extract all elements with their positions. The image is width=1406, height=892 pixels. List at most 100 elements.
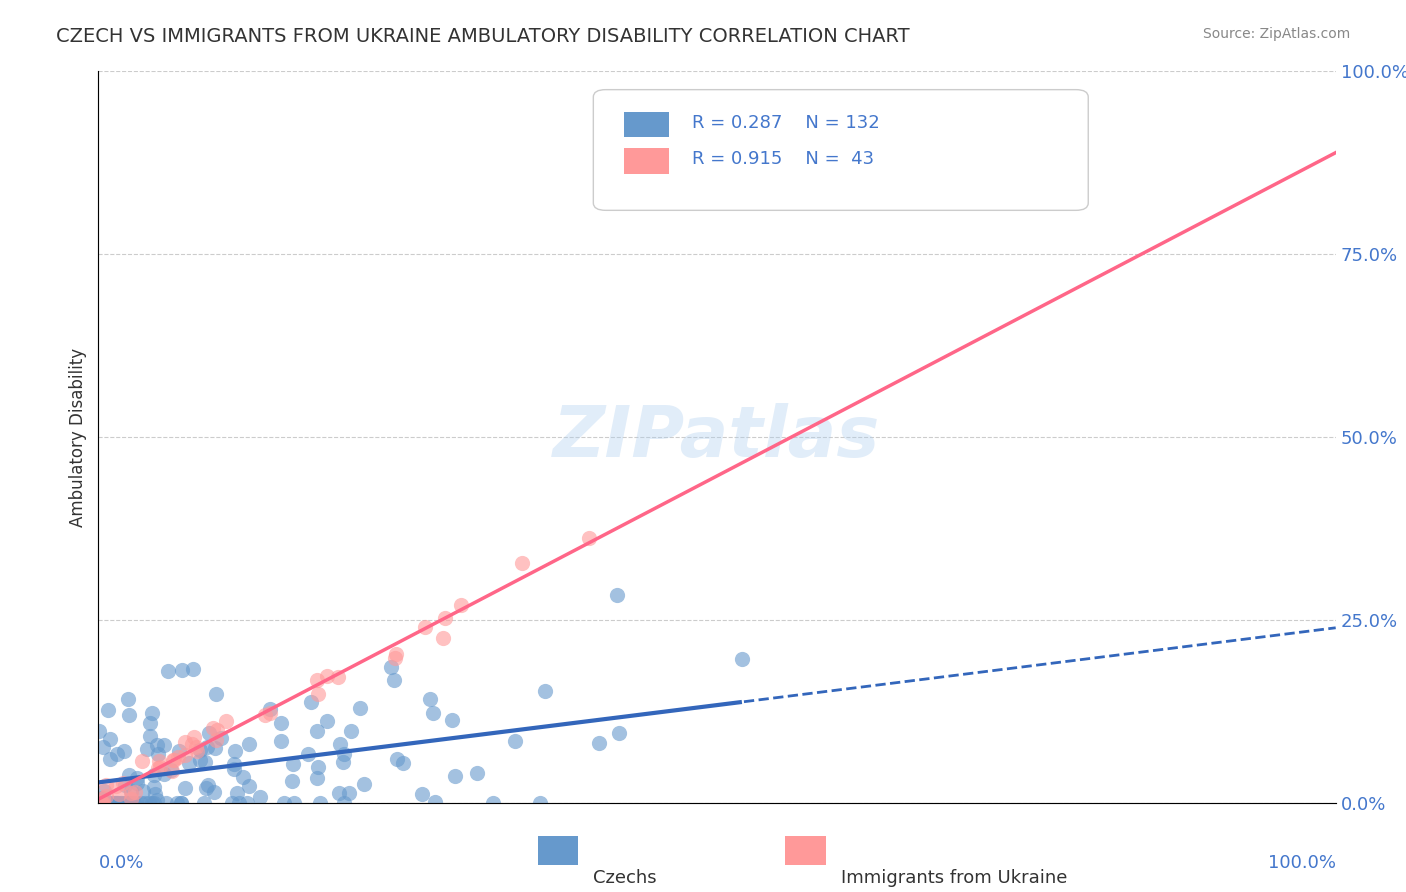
Czechs: [105, 796, 128, 810]
Text: Czechs: Czechs: [593, 869, 657, 887]
Czechs: [90, 796, 112, 810]
Czechs: [534, 684, 557, 698]
Immigrants from Ukraine: [120, 792, 142, 806]
Immigrants from Ukraine: [174, 735, 197, 749]
Immigrants from Ukraine: [96, 778, 118, 792]
Czechs: [146, 738, 169, 752]
Czechs: [118, 707, 141, 722]
Czechs: [198, 725, 221, 739]
Czechs: [146, 793, 169, 807]
Czechs: [103, 796, 125, 810]
Czechs: [146, 747, 169, 762]
Czechs: [121, 796, 143, 810]
Immigrants from Ukraine: [90, 795, 112, 809]
Czechs: [270, 734, 292, 748]
Czechs: [228, 796, 250, 810]
Czechs: [117, 768, 139, 782]
Czechs: [104, 796, 127, 810]
Czechs: [205, 687, 228, 701]
Czechs: [307, 723, 329, 738]
Immigrants from Ukraine: [160, 764, 183, 779]
Czechs: [141, 706, 163, 720]
Immigrants from Ukraine: [578, 531, 600, 545]
Immigrants from Ukraine: [131, 755, 153, 769]
Czechs: [118, 796, 141, 810]
Immigrants from Ukraine: [415, 620, 437, 634]
Immigrants from Ukraine: [205, 732, 228, 747]
Czechs: [91, 740, 114, 755]
Czechs: [94, 796, 117, 810]
Czechs: [382, 673, 405, 687]
Immigrants from Ukraine: [384, 647, 406, 661]
Czechs: [380, 660, 402, 674]
Czechs: [337, 786, 360, 800]
Immigrants from Ukraine: [181, 737, 204, 751]
Czechs: [221, 796, 243, 810]
Czechs: [283, 796, 305, 810]
Czechs: [226, 786, 249, 800]
Immigrants from Ukraine: [434, 611, 457, 625]
Czechs: [332, 796, 354, 810]
Immigrants from Ukraine: [104, 779, 127, 793]
Czechs: [194, 780, 217, 795]
Czechs: [172, 663, 194, 677]
Czechs: [193, 796, 215, 810]
Czechs: [98, 732, 121, 747]
Czechs: [138, 796, 160, 810]
Czechs: [328, 786, 350, 800]
Immigrants from Ukraine: [253, 708, 276, 723]
Czechs: [329, 737, 352, 751]
FancyBboxPatch shape: [785, 836, 825, 865]
Immigrants from Ukraine: [307, 687, 329, 701]
Text: Immigrants from Ukraine: Immigrants from Ukraine: [841, 869, 1067, 887]
Czechs: [112, 744, 135, 758]
Czechs: [157, 664, 180, 678]
Immigrants from Ukraine: [167, 750, 190, 764]
Czechs: [160, 764, 183, 778]
Czechs: [142, 768, 165, 782]
Czechs: [125, 796, 148, 810]
Czechs: [273, 796, 295, 810]
Czechs: [91, 791, 114, 805]
Czechs: [173, 780, 195, 795]
Czechs: [167, 743, 190, 757]
Czechs: [132, 784, 155, 798]
Czechs: [307, 760, 329, 774]
Czechs: [107, 796, 129, 810]
Czechs: [89, 796, 111, 810]
Czechs: [238, 737, 260, 751]
Czechs: [136, 742, 159, 756]
Czechs: [465, 766, 488, 780]
Czechs: [224, 744, 246, 758]
Immigrants from Ukraine: [384, 651, 406, 665]
Immigrants from Ukraine: [316, 669, 339, 683]
Czechs: [122, 796, 145, 810]
Czechs: [309, 796, 332, 810]
Czechs: [209, 731, 232, 745]
Czechs: [731, 652, 754, 666]
Czechs: [297, 747, 319, 761]
Czechs: [340, 723, 363, 738]
Immigrants from Ukraine: [215, 714, 238, 728]
Czechs: [105, 747, 128, 761]
Czechs: [299, 695, 322, 709]
Czechs: [104, 796, 127, 810]
Y-axis label: Ambulatory Disability: Ambulatory Disability: [69, 348, 87, 526]
Czechs: [89, 724, 111, 739]
Czechs: [588, 735, 610, 749]
FancyBboxPatch shape: [624, 112, 669, 137]
Czechs: [125, 771, 148, 785]
Immigrants from Ukraine: [186, 740, 208, 755]
Czechs: [236, 796, 259, 810]
Czechs: [120, 783, 142, 797]
Czechs: [117, 691, 139, 706]
Czechs: [503, 733, 526, 747]
Czechs: [170, 796, 193, 810]
Czechs: [423, 795, 446, 809]
Czechs: [222, 763, 245, 777]
Immigrants from Ukraine: [148, 761, 170, 775]
Czechs: [125, 775, 148, 789]
Immigrants from Ukraine: [163, 753, 186, 767]
Czechs: [98, 752, 121, 766]
Czechs: [153, 767, 176, 781]
